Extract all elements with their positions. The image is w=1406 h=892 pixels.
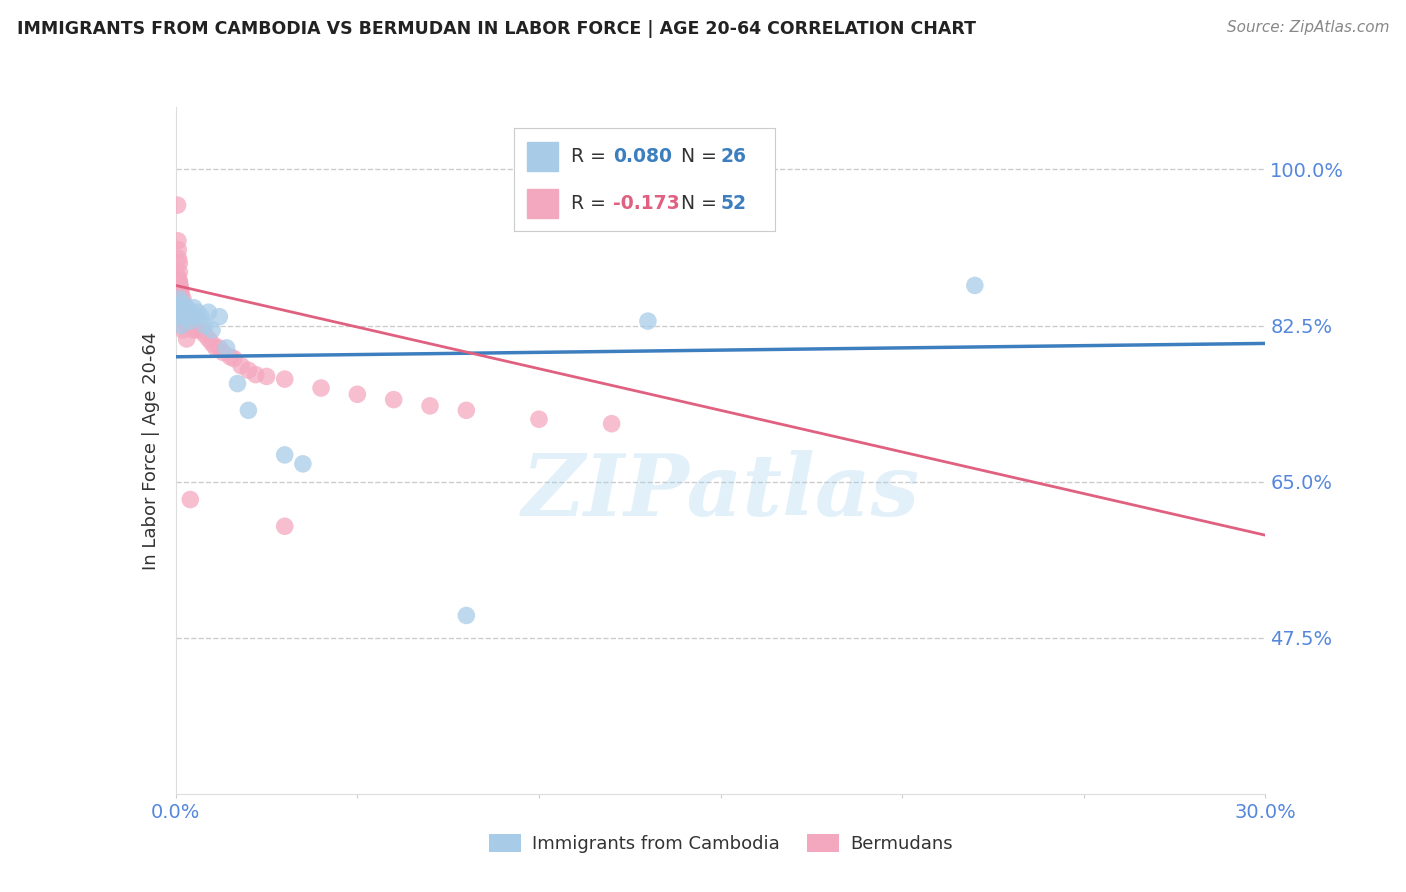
Point — [179, 314, 201, 328]
Point — [179, 305, 201, 319]
Point — [186, 305, 209, 319]
Point — [382, 392, 405, 407]
Point — [346, 387, 368, 401]
Point — [190, 323, 212, 337]
Point — [170, 305, 193, 319]
Y-axis label: In Labor Force | Age 20-64: In Labor Force | Age 20-64 — [142, 331, 160, 570]
Point — [172, 310, 194, 324]
Point — [197, 332, 219, 346]
Point — [291, 457, 314, 471]
Point — [176, 301, 198, 315]
Point — [637, 314, 659, 328]
Point — [963, 278, 986, 293]
Point — [219, 350, 242, 364]
Point — [172, 296, 194, 310]
Point — [167, 252, 190, 266]
Point — [179, 318, 201, 333]
Point — [167, 243, 190, 257]
Point — [172, 310, 194, 324]
Point — [256, 369, 278, 384]
Point — [309, 381, 332, 395]
Point — [167, 274, 190, 288]
Point — [274, 448, 297, 462]
Point — [172, 323, 194, 337]
Point — [274, 372, 297, 386]
Point — [172, 292, 194, 306]
Text: N =: N = — [681, 194, 723, 213]
Point — [456, 608, 478, 623]
Point — [183, 301, 205, 315]
Point — [169, 256, 191, 270]
Point — [194, 327, 217, 342]
Bar — [527, 142, 558, 171]
Point — [215, 341, 238, 355]
Point — [169, 287, 191, 301]
Text: N =: N = — [681, 147, 723, 166]
Point — [600, 417, 623, 431]
Point — [194, 318, 217, 333]
Bar — [527, 189, 558, 219]
Point — [186, 323, 209, 337]
Point — [166, 278, 188, 293]
Legend: Immigrants from Cambodia, Bermudans: Immigrants from Cambodia, Bermudans — [481, 827, 960, 861]
Point — [167, 269, 190, 284]
Point — [222, 351, 245, 366]
Point — [169, 292, 191, 306]
Text: 0.080: 0.080 — [613, 147, 672, 166]
Point — [167, 234, 190, 248]
Point — [238, 363, 260, 377]
Text: 52: 52 — [720, 194, 747, 213]
Point — [456, 403, 478, 417]
Point — [419, 399, 441, 413]
Text: Source: ZipAtlas.com: Source: ZipAtlas.com — [1226, 20, 1389, 35]
Point — [226, 376, 249, 391]
Point — [274, 519, 297, 533]
Point — [169, 278, 191, 293]
Point — [169, 274, 191, 288]
Point — [245, 368, 267, 382]
Point — [183, 318, 205, 333]
Point — [212, 345, 235, 359]
Point — [190, 310, 212, 324]
Point — [231, 359, 253, 373]
Point — [169, 305, 191, 319]
Point — [170, 283, 193, 297]
Point — [176, 310, 198, 324]
Point — [204, 341, 226, 355]
Text: -0.173: -0.173 — [613, 194, 679, 213]
Point — [208, 310, 231, 324]
Point — [208, 341, 231, 355]
Point — [197, 305, 219, 319]
Point — [179, 492, 201, 507]
Point — [176, 318, 198, 333]
Point — [170, 318, 193, 333]
Point — [176, 332, 198, 346]
Point — [176, 310, 198, 324]
Point — [176, 301, 198, 315]
Point — [170, 287, 193, 301]
Point — [166, 198, 188, 212]
Point — [172, 301, 194, 315]
Point — [201, 323, 224, 337]
Point — [179, 314, 201, 328]
Text: 26: 26 — [720, 147, 747, 166]
Text: IMMIGRANTS FROM CAMBODIA VS BERMUDAN IN LABOR FORCE | AGE 20-64 CORRELATION CHAR: IMMIGRANTS FROM CAMBODIA VS BERMUDAN IN … — [17, 20, 976, 37]
Point — [169, 265, 191, 279]
Point — [201, 336, 224, 351]
Point — [169, 278, 191, 293]
Point — [238, 403, 260, 417]
Text: R =: R = — [571, 194, 612, 213]
Point — [183, 323, 205, 337]
Point — [527, 412, 550, 426]
Text: ZIPatlas: ZIPatlas — [522, 450, 920, 533]
Point — [183, 310, 205, 324]
Point — [166, 301, 188, 315]
Text: R =: R = — [571, 147, 612, 166]
